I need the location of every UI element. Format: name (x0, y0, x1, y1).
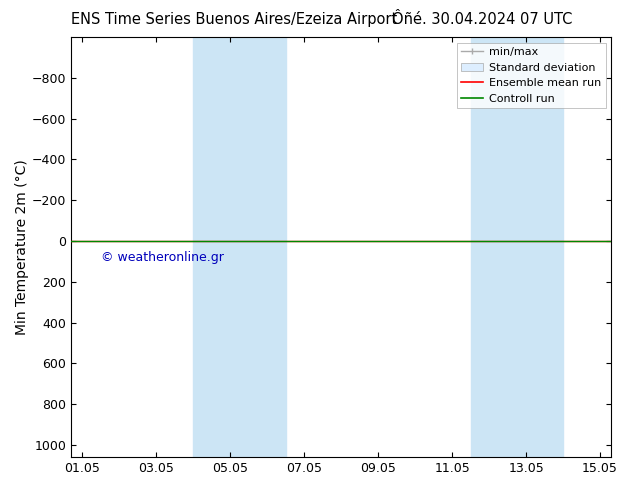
Legend: min/max, Standard deviation, Ensemble mean run, Controll run: min/max, Standard deviation, Ensemble me… (456, 43, 605, 108)
Text: ENS Time Series Buenos Aires/Ezeiza Airport: ENS Time Series Buenos Aires/Ezeiza Airp… (72, 12, 398, 27)
Text: © weatheronline.gr: © weatheronline.gr (101, 251, 224, 264)
Bar (470, 37, 563, 457)
Bar (193, 37, 286, 457)
Y-axis label: Min Temperature 2m (°C): Min Temperature 2m (°C) (15, 159, 29, 335)
Text: Ôñé. 30.04.2024 07 UTC: Ôñé. 30.04.2024 07 UTC (392, 12, 572, 27)
